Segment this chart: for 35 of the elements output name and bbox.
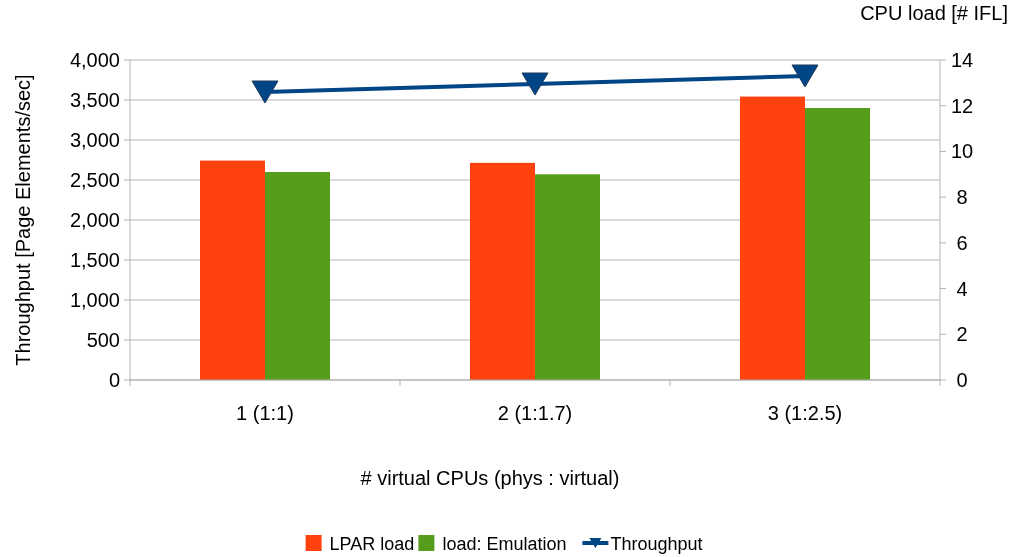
bar (805, 108, 870, 380)
bar (470, 162, 535, 380)
y-tick-label: 1,000 (69, 289, 120, 311)
legend-label: LPAR load (329, 534, 415, 554)
y-tick-label: 0 (108, 369, 120, 391)
y-tick-label: 4,000 (69, 49, 120, 71)
y-tick-label: 2,000 (69, 209, 120, 231)
y2-tick-label: 10 (950, 140, 974, 163)
y-tick-label: 3,500 (69, 89, 120, 111)
y2-tick-label: 6 (956, 231, 968, 254)
x-tick-label: 3 (1:2.5) (767, 402, 843, 424)
bar (265, 172, 330, 380)
point (521, 72, 549, 96)
y-tick-label: 2,500 (69, 169, 120, 191)
y2-tick-label: 0 (956, 369, 968, 391)
y-tick-label: 1,500 (69, 249, 120, 271)
y-axis-title: Throughput [Page Elements/sec] (12, 74, 34, 366)
bar (740, 96, 805, 380)
y2-axis-title: CPU load [# IFL] (860, 2, 1008, 24)
y-tick-label: 3,000 (69, 129, 120, 151)
y2-tick-label: 14 (950, 49, 974, 71)
x-tick-label: 2 (1:1.7) (497, 402, 573, 424)
y2-tick-label: 8 (956, 186, 968, 209)
legend-label: Throughput (610, 534, 703, 554)
bar (200, 160, 265, 380)
x-tick-label: 1 (1:1) (236, 402, 294, 424)
x-axis-title: # virtual CPUs (phys : virtual) (360, 467, 620, 489)
point (251, 80, 279, 104)
y2-tick-label: 12 (950, 94, 974, 117)
y2-tick-label: 2 (956, 323, 968, 346)
y2-tick-label: 4 (956, 277, 968, 300)
point (791, 64, 819, 88)
y-tick-label: 500 (86, 329, 120, 351)
legend-label: load: Emulation (442, 534, 567, 554)
bar (535, 174, 600, 380)
